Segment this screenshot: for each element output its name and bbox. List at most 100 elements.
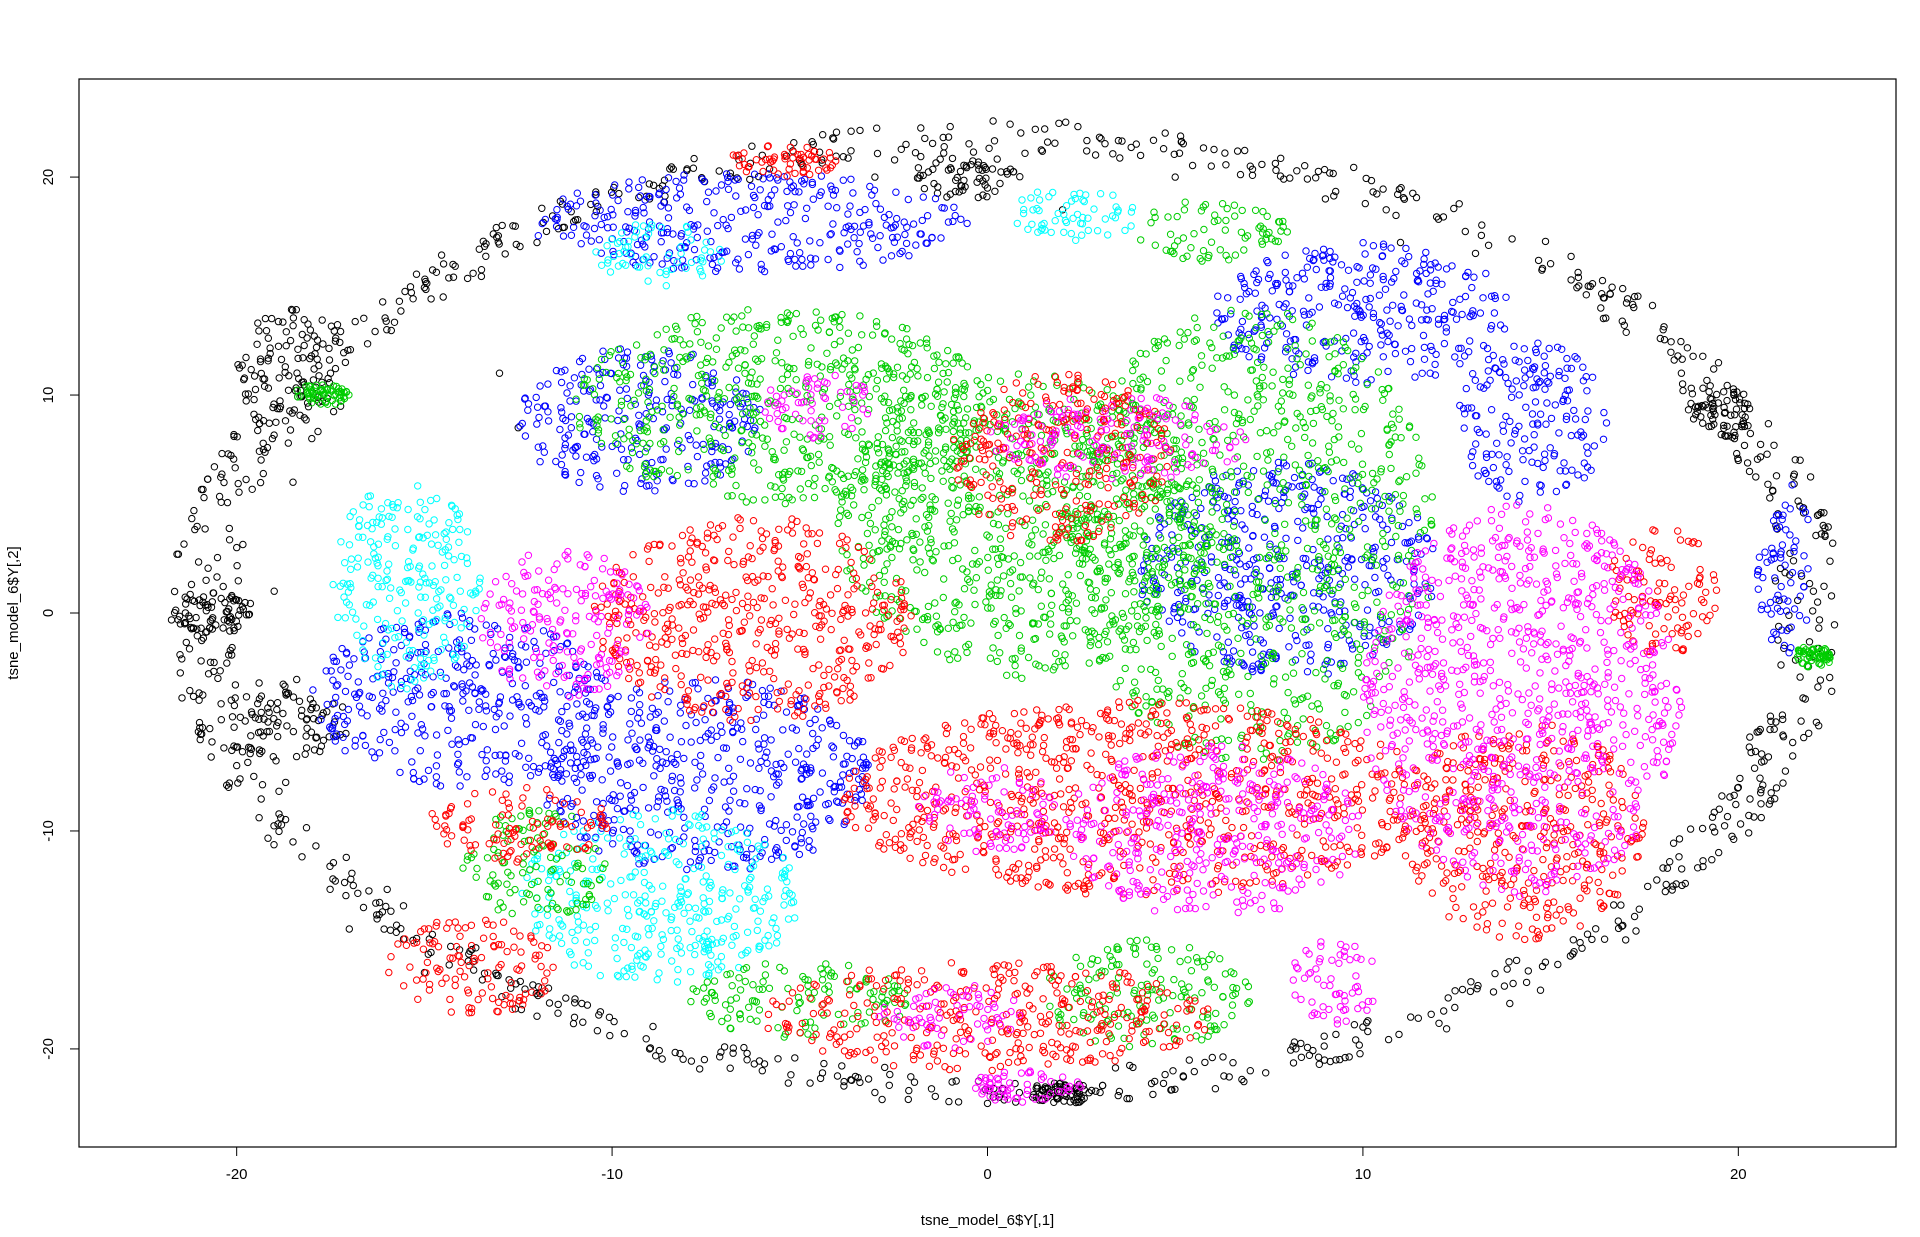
data-point [1709, 404, 1717, 413]
data-point [170, 587, 179, 596]
data-point [242, 475, 250, 484]
data-point [1536, 410, 1545, 418]
data-point [283, 690, 291, 698]
data-point [1171, 173, 1179, 181]
data-point [236, 775, 244, 783]
data-point [714, 753, 722, 762]
data-point [546, 748, 555, 756]
data-point [1016, 173, 1024, 181]
data-point [546, 925, 554, 933]
data-point [1213, 309, 1221, 317]
data-point [828, 185, 836, 194]
data-point [442, 535, 450, 543]
data-point [616, 792, 624, 800]
data-point [480, 969, 489, 977]
data-point [424, 950, 432, 958]
data-point [465, 706, 473, 714]
data-point [1285, 643, 1293, 651]
data-point [385, 560, 393, 568]
data-point [240, 374, 249, 382]
data-point [1366, 497, 1375, 505]
data-point [859, 261, 867, 269]
data-point [954, 1098, 963, 1106]
data-point [778, 484, 786, 493]
data-point [796, 249, 804, 257]
data-point [312, 842, 320, 850]
data-point [455, 740, 463, 748]
data-point [1697, 413, 1705, 421]
data-point [219, 624, 227, 632]
data-point [1338, 474, 1347, 482]
data-point [763, 885, 772, 893]
data-point [582, 453, 591, 461]
data-point [1311, 249, 1319, 258]
data-point [625, 912, 633, 920]
data-point [1757, 785, 1765, 794]
data-point [301, 750, 309, 758]
data-point [741, 369, 749, 377]
data-point [408, 696, 417, 705]
data-point [1201, 1058, 1209, 1067]
data-point [1375, 291, 1384, 299]
data-point [669, 165, 677, 173]
data-point [930, 179, 938, 188]
data-point [208, 616, 216, 624]
data-point [210, 667, 218, 676]
data-point [690, 154, 698, 163]
data-point [365, 634, 373, 642]
data-point [433, 751, 442, 759]
data-point [217, 594, 225, 603]
data-point [1694, 864, 1702, 872]
data-point [951, 211, 959, 220]
data-point [829, 191, 838, 199]
data-point [696, 736, 704, 745]
data-point [1723, 812, 1732, 821]
data-point [729, 787, 738, 795]
data-point [1083, 136, 1091, 145]
data-point [1458, 985, 1467, 994]
data-point [647, 908, 656, 916]
data-point [1662, 880, 1670, 889]
data-point [1502, 293, 1510, 301]
data-point [1653, 876, 1661, 884]
data-point [197, 657, 205, 665]
data-point [264, 357, 272, 365]
data-point [1317, 495, 1325, 503]
data-point [1466, 337, 1474, 345]
data-point [1814, 683, 1822, 691]
data-point [888, 335, 896, 343]
data-point [432, 762, 441, 770]
data-point [792, 262, 800, 270]
data-point [1093, 227, 1102, 235]
data-point [667, 163, 676, 171]
data-point [570, 217, 578, 226]
data-point [758, 151, 766, 160]
data-point [840, 1077, 848, 1086]
data-point [449, 601, 458, 609]
data-point [653, 976, 661, 984]
data-point [1567, 276, 1575, 284]
data-point [425, 520, 433, 528]
data-point [1258, 160, 1266, 169]
data-point [539, 627, 548, 635]
data-point [1109, 191, 1117, 199]
data-point [1515, 391, 1523, 399]
data-point [979, 191, 987, 199]
data-point [664, 835, 673, 843]
data-point [1070, 190, 1078, 199]
data-point [803, 750, 811, 758]
data-point [312, 734, 320, 742]
data-point [650, 772, 658, 780]
data-point [836, 263, 844, 272]
data-point [662, 445, 670, 453]
data-point [711, 676, 720, 684]
data-point [1178, 629, 1186, 637]
data-point [1555, 371, 1563, 380]
data-point [1326, 1057, 1335, 1066]
data-point [495, 240, 503, 248]
data-point [1497, 476, 1505, 484]
data-point [1434, 215, 1443, 223]
data-point [893, 214, 901, 223]
data-point [1536, 488, 1545, 496]
data-point [556, 868, 564, 876]
